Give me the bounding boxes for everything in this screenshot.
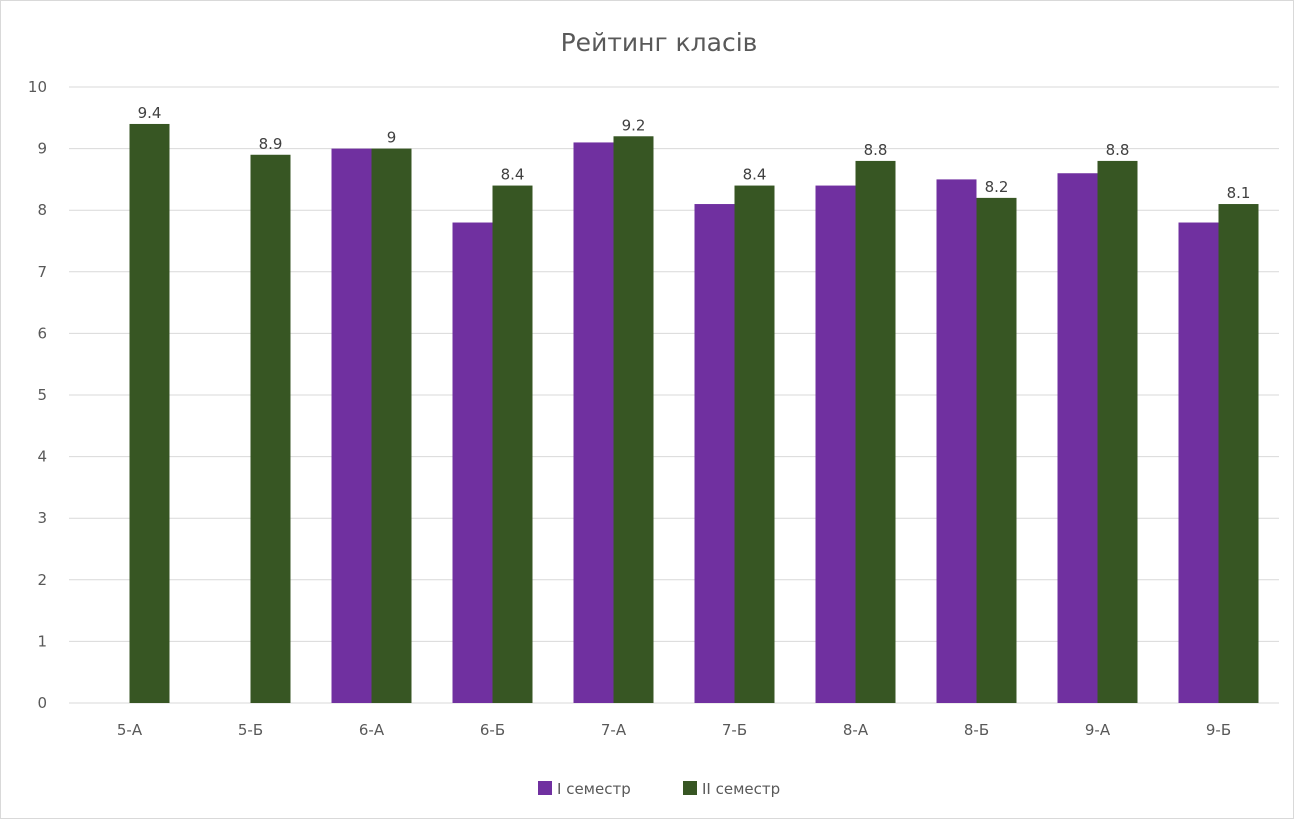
x-tick-label: 5-А [117,721,143,739]
bar-sem1-9 [1178,222,1219,703]
bar-sem1-2 [331,148,372,704]
y-tick-label: 0 [37,694,47,712]
bar-sem2-6 [855,160,896,704]
data-label: 8.1 [1227,184,1251,202]
bar-sem2-8 [1097,160,1138,704]
y-tick-label: 4 [37,448,47,466]
bar-sem2-1 [250,154,291,703]
x-tick-label: 9-Б [1206,721,1231,739]
y-tick-label: 5 [37,386,47,404]
bar-sem1-6 [815,185,856,703]
x-tick-label: 6-А [359,721,385,739]
x-tick-label: 9-А [1085,721,1111,739]
data-label: 8.4 [501,166,525,184]
legend-label: II семестр [702,780,780,798]
legend-swatch [683,781,697,795]
y-tick-label: 6 [37,324,47,342]
x-tick-label: 7-Б [722,721,747,739]
data-label: 8.4 [743,166,767,184]
bar-sem2-4 [613,136,654,703]
y-tick-label: 1 [37,632,47,650]
x-tick-label: 7-А [601,721,627,739]
bar-sem1-4 [573,142,614,703]
legend-swatch [538,781,552,795]
x-tick-label: 8-Б [964,721,989,739]
x-tick-label: 5-Б [238,721,263,739]
data-label: 9.2 [622,116,646,134]
data-label: 8.2 [985,178,1009,196]
y-tick-label: 10 [28,78,47,96]
legend-label: I семестр [557,780,631,798]
x-axis-ticks: 5-А 5-Б 6-А 6-Б 7-А 7-Б 8-А 8-Б 9-А 9-Б [117,721,1231,739]
chart-title: Рейтинг класів [561,28,758,57]
data-label: 9 [387,129,397,147]
y-tick-label: 8 [37,201,47,219]
y-tick-label: 9 [37,140,47,158]
bar-sem2-0 [129,123,170,703]
bar-sem2-3 [492,185,533,703]
y-tick-label: 7 [37,263,47,281]
data-label: 9.4 [138,104,162,122]
bar-sem2-9 [1218,204,1259,704]
data-label: 8.8 [864,141,888,159]
bar-sem1-7 [936,179,977,703]
data-label: 8.8 [1106,141,1130,159]
x-tick-label: 8-А [843,721,869,739]
y-axis-ticks: 0 1 2 3 4 5 6 7 8 9 10 [28,78,47,712]
legend: I семестр II семестр [538,780,780,798]
data-label: 8.9 [259,135,283,153]
y-tick-label: 2 [37,571,47,589]
bar-sem1-3 [452,222,493,703]
x-tick-label: 6-Б [480,721,505,739]
bar-sem2-7 [976,197,1017,703]
bars [129,123,1259,704]
bar-sem2-2 [371,148,412,704]
bar-sem1-8 [1057,173,1098,704]
y-tick-label: 3 [37,509,47,527]
bar-sem2-5 [734,185,775,703]
bar-sem1-5 [694,204,735,704]
data-labels: 9.4 8.9 9 8.4 9.2 8.4 8.8 8.2 8.8 8.1 [138,104,1251,202]
